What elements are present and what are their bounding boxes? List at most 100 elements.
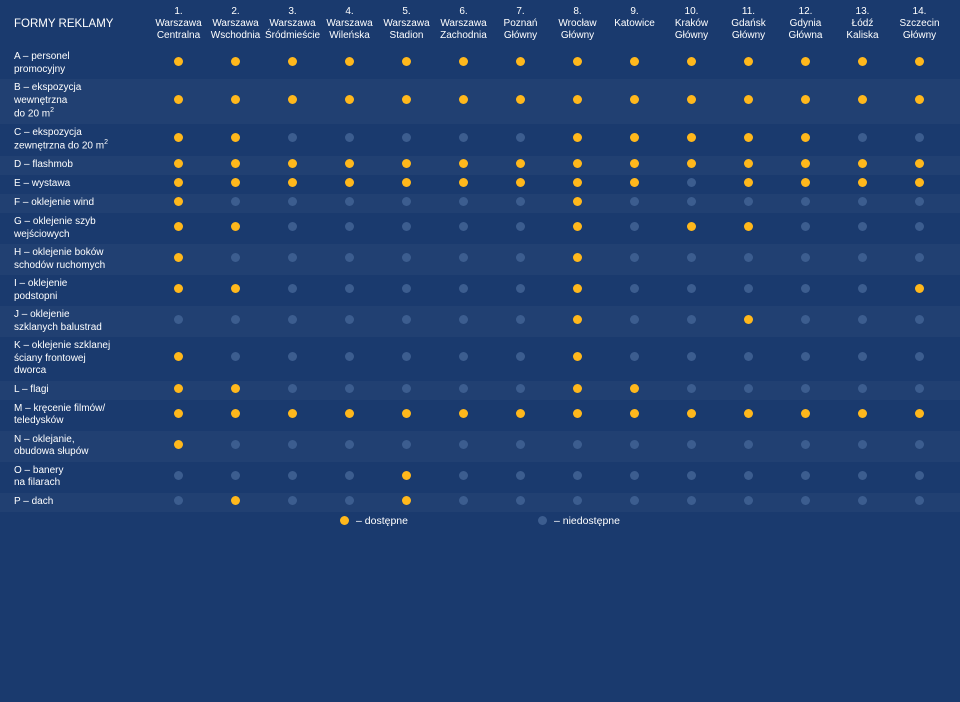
dot-available [801, 133, 810, 142]
availability-cell [834, 315, 891, 328]
availability-cell [492, 440, 549, 453]
availability-cell [606, 253, 663, 266]
row-label: K – oklejenie szklanejściany frontowejdw… [0, 340, 150, 378]
availability-cell [891, 409, 948, 422]
dot-available [573, 197, 582, 206]
dot-available [630, 178, 639, 187]
dot-available [573, 352, 582, 361]
availability-cell [492, 133, 549, 146]
availability-cell [663, 133, 720, 146]
dot-available [174, 95, 183, 104]
availability-cell [777, 440, 834, 453]
dot-available [744, 95, 753, 104]
dot-unavailable [459, 133, 468, 142]
column-header: 5.WarszawaStadion [378, 6, 435, 42]
dot-available [630, 159, 639, 168]
dot-available [858, 178, 867, 187]
dot-unavailable [516, 440, 525, 449]
column-header: 2.WarszawaWschodnia [207, 6, 264, 42]
legend-text-unavailable: – niedostępne [554, 515, 620, 527]
column-header: 8.WrocławGłówny [549, 6, 606, 42]
row-label: D – flashmob [0, 159, 150, 172]
dot-available [744, 133, 753, 142]
availability-cell [891, 253, 948, 266]
dot-unavailable [345, 496, 354, 505]
dot-unavailable [231, 197, 240, 206]
availability-cell [150, 159, 207, 172]
availability-cell [492, 496, 549, 509]
dot-available [801, 159, 810, 168]
dot-unavailable [402, 222, 411, 231]
dot-unavailable [687, 384, 696, 393]
dot-available [630, 133, 639, 142]
availability-cell [207, 159, 264, 172]
row-label: F – oklejenie wind [0, 197, 150, 210]
availability-cell [264, 409, 321, 422]
dot-unavailable [345, 440, 354, 449]
availability-cell [663, 440, 720, 453]
availability-cell [492, 57, 549, 70]
availability-cell [207, 95, 264, 108]
dot-available [801, 409, 810, 418]
dot-unavailable [915, 440, 924, 449]
dot-available [858, 57, 867, 66]
availability-cell [720, 178, 777, 191]
dot-available [687, 57, 696, 66]
dot-available [174, 57, 183, 66]
availability-cell [777, 496, 834, 509]
dot-available [516, 57, 525, 66]
dot-unavailable [687, 178, 696, 187]
table-header-row: FORMY REKLAMY 1.WarszawaCentralna2.Warsz… [0, 0, 960, 48]
dot-unavailable [915, 133, 924, 142]
dot-unavailable [915, 197, 924, 206]
dot-unavailable [687, 496, 696, 505]
availability-cell [663, 409, 720, 422]
availability-cell [150, 178, 207, 191]
dot-available [231, 133, 240, 142]
dot-unavailable [858, 384, 867, 393]
dot-unavailable [345, 315, 354, 324]
dot-unavailable [744, 384, 753, 393]
dot-available [687, 409, 696, 418]
dot-unavailable [573, 471, 582, 480]
dot-available [630, 95, 639, 104]
availability-cell [606, 440, 663, 453]
dot-unavailable [459, 352, 468, 361]
dot-unavailable [516, 284, 525, 293]
dot-available [459, 95, 468, 104]
availability-cell [435, 95, 492, 108]
availability-cell [720, 409, 777, 422]
availability-cell [378, 352, 435, 365]
table-row: J – oklejenieszklanych balustrad [0, 306, 960, 337]
availability-cell [720, 384, 777, 397]
availability-cell [606, 95, 663, 108]
availability-cell [720, 352, 777, 365]
dot-unavailable [801, 496, 810, 505]
dot-unavailable [858, 440, 867, 449]
availability-cell [549, 440, 606, 453]
availability-cell [321, 133, 378, 146]
availability-cell [321, 95, 378, 108]
availability-cell [378, 222, 435, 235]
legend-dot-unavailable [538, 516, 547, 525]
availability-cell [777, 57, 834, 70]
dot-available [915, 178, 924, 187]
row-label: G – oklejenie szybwejściowych [0, 216, 150, 241]
availability-cell [150, 133, 207, 146]
availability-cell [891, 133, 948, 146]
dot-available [573, 178, 582, 187]
dot-available [573, 133, 582, 142]
availability-cell [207, 409, 264, 422]
dot-unavailable [801, 352, 810, 361]
dot-unavailable [516, 222, 525, 231]
availability-cell [891, 57, 948, 70]
availability-cell [720, 315, 777, 328]
dot-unavailable [402, 133, 411, 142]
availability-cell [492, 352, 549, 365]
availability-cell [321, 253, 378, 266]
availability-cell [264, 384, 321, 397]
availability-cell [891, 95, 948, 108]
dot-unavailable [915, 471, 924, 480]
availability-cell [264, 352, 321, 365]
dot-unavailable [801, 440, 810, 449]
